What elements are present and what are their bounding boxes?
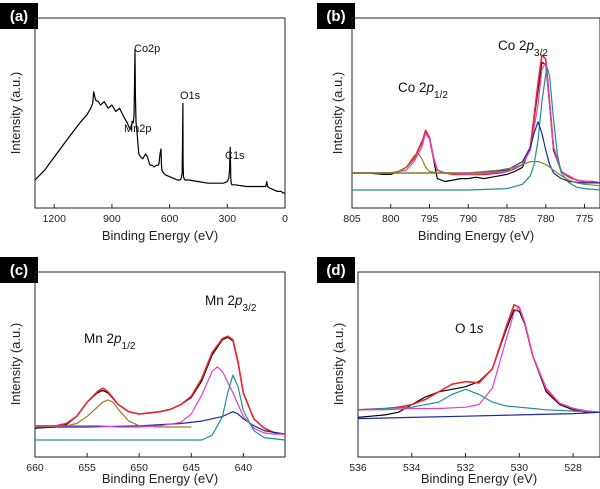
series-line-3 (34, 399, 192, 428)
annotation-mn-2p32: Mn 2p3/2 (205, 293, 257, 314)
series-group (34, 49, 285, 194)
series-line-6 (352, 161, 600, 187)
plot-frame (34, 17, 286, 209)
series-group (352, 54, 600, 191)
x-tick-label: 900 (103, 213, 121, 225)
series-group (34, 335, 286, 441)
annotation-co2p: Co2p (134, 43, 160, 55)
x-tick-label: 785 (498, 213, 516, 225)
x-tick-labels: 1200 900 600 300 0 (43, 204, 288, 225)
x-tick-label: 650 (130, 462, 148, 474)
panel-label: (d) (326, 262, 345, 279)
panel-b: (b) 805 800 795 790 785 780 775 Binding Energy… (317, 3, 600, 243)
x-tick-label: 780 (537, 213, 555, 225)
x-axis-label: Binding Energy (eV) (418, 228, 534, 243)
series-line-5 (35, 374, 286, 441)
x-tick-label: 532 (457, 462, 475, 474)
x-tick-label: 536 (349, 462, 367, 474)
annotation-co-2p32: Co 2p3/2 (498, 38, 548, 59)
panel-label-bg (317, 3, 355, 29)
x-tick-label: 528 (564, 462, 582, 474)
plot-frame (34, 271, 286, 458)
plot-frame (357, 271, 600, 458)
x-tick-label: 800 (382, 213, 400, 225)
x-axis-label: Binding Energy (eV) (102, 228, 218, 243)
series-line-0 (34, 49, 285, 194)
panel-label: (c) (10, 262, 28, 279)
y-axis-label: Intensity (a.u.) (8, 323, 23, 405)
y-axis-label: Intensity (a.u.) (8, 72, 23, 154)
annotation-co-2p12: Co 2p1/2 (398, 80, 448, 101)
y-axis-label: Intensity (a.u.) (330, 72, 345, 154)
panel-a: (a) 1200 900 600 300 0 Binding Energy (eV) I… (0, 3, 288, 243)
x-tick-label: 790 (459, 213, 477, 225)
annotation-o-1s: O 1s (455, 321, 484, 336)
x-tick-label: 530 (511, 462, 529, 474)
x-tick-label: 534 (403, 462, 421, 474)
annotation-mn-2p12: Mn 2p1/2 (84, 331, 136, 352)
panel-label-bg (0, 3, 38, 29)
x-tick-labels: 660 655 650 645 640 (26, 453, 252, 474)
annotation-c1s: C1s (225, 150, 245, 162)
x-tick-label: 660 (26, 462, 44, 474)
series-line-2 (358, 306, 600, 413)
series-line-1 (35, 335, 286, 435)
x-tick-labels: 805 800 795 790 785 780 775 (343, 204, 593, 225)
panel-label: (b) (326, 8, 345, 25)
x-tick-label: 1200 (43, 213, 67, 225)
panel-label-bg (317, 257, 355, 283)
x-tick-label: 805 (343, 213, 361, 225)
x-tick-label: 300 (219, 213, 237, 225)
series-line-2 (352, 61, 600, 184)
x-tick-labels: 536 534 532 530 528 (349, 453, 582, 474)
x-axis-label: Binding Energy (eV) (102, 471, 218, 486)
x-axis-label: Binding Energy (eV) (421, 471, 537, 486)
series-line-3 (357, 388, 600, 413)
panel-label-bg (0, 257, 38, 283)
annotation-mn2p: Mn2p (124, 123, 152, 135)
series-line-4 (357, 411, 600, 420)
x-tick-label: 645 (182, 462, 200, 474)
x-tick-label: 655 (78, 462, 96, 474)
annotation-o1s: O1s (180, 90, 201, 102)
panel-label: (a) (10, 8, 28, 25)
series-line-3 (352, 67, 600, 191)
series-line-0 (352, 61, 600, 184)
x-tick-label: 640 (235, 462, 253, 474)
plot-frame (351, 17, 600, 209)
x-tick-label: 600 (161, 213, 179, 225)
series-line-2 (35, 411, 286, 435)
x-tick-label: 795 (421, 213, 439, 225)
series-line-4 (35, 366, 285, 435)
series-group (357, 304, 600, 420)
y-axis-label: Intensity (a.u.) (331, 323, 346, 405)
panel-d: (d) 536 534 532 530 528 Binding Energy (eV) … (317, 257, 600, 486)
panel-c: (c) 660 655 650 645 640 Binding Energy (eV) … (0, 257, 286, 486)
x-tick-label: 775 (576, 213, 594, 225)
series-line-1 (352, 54, 600, 184)
x-tick-label: 0 (282, 213, 288, 225)
